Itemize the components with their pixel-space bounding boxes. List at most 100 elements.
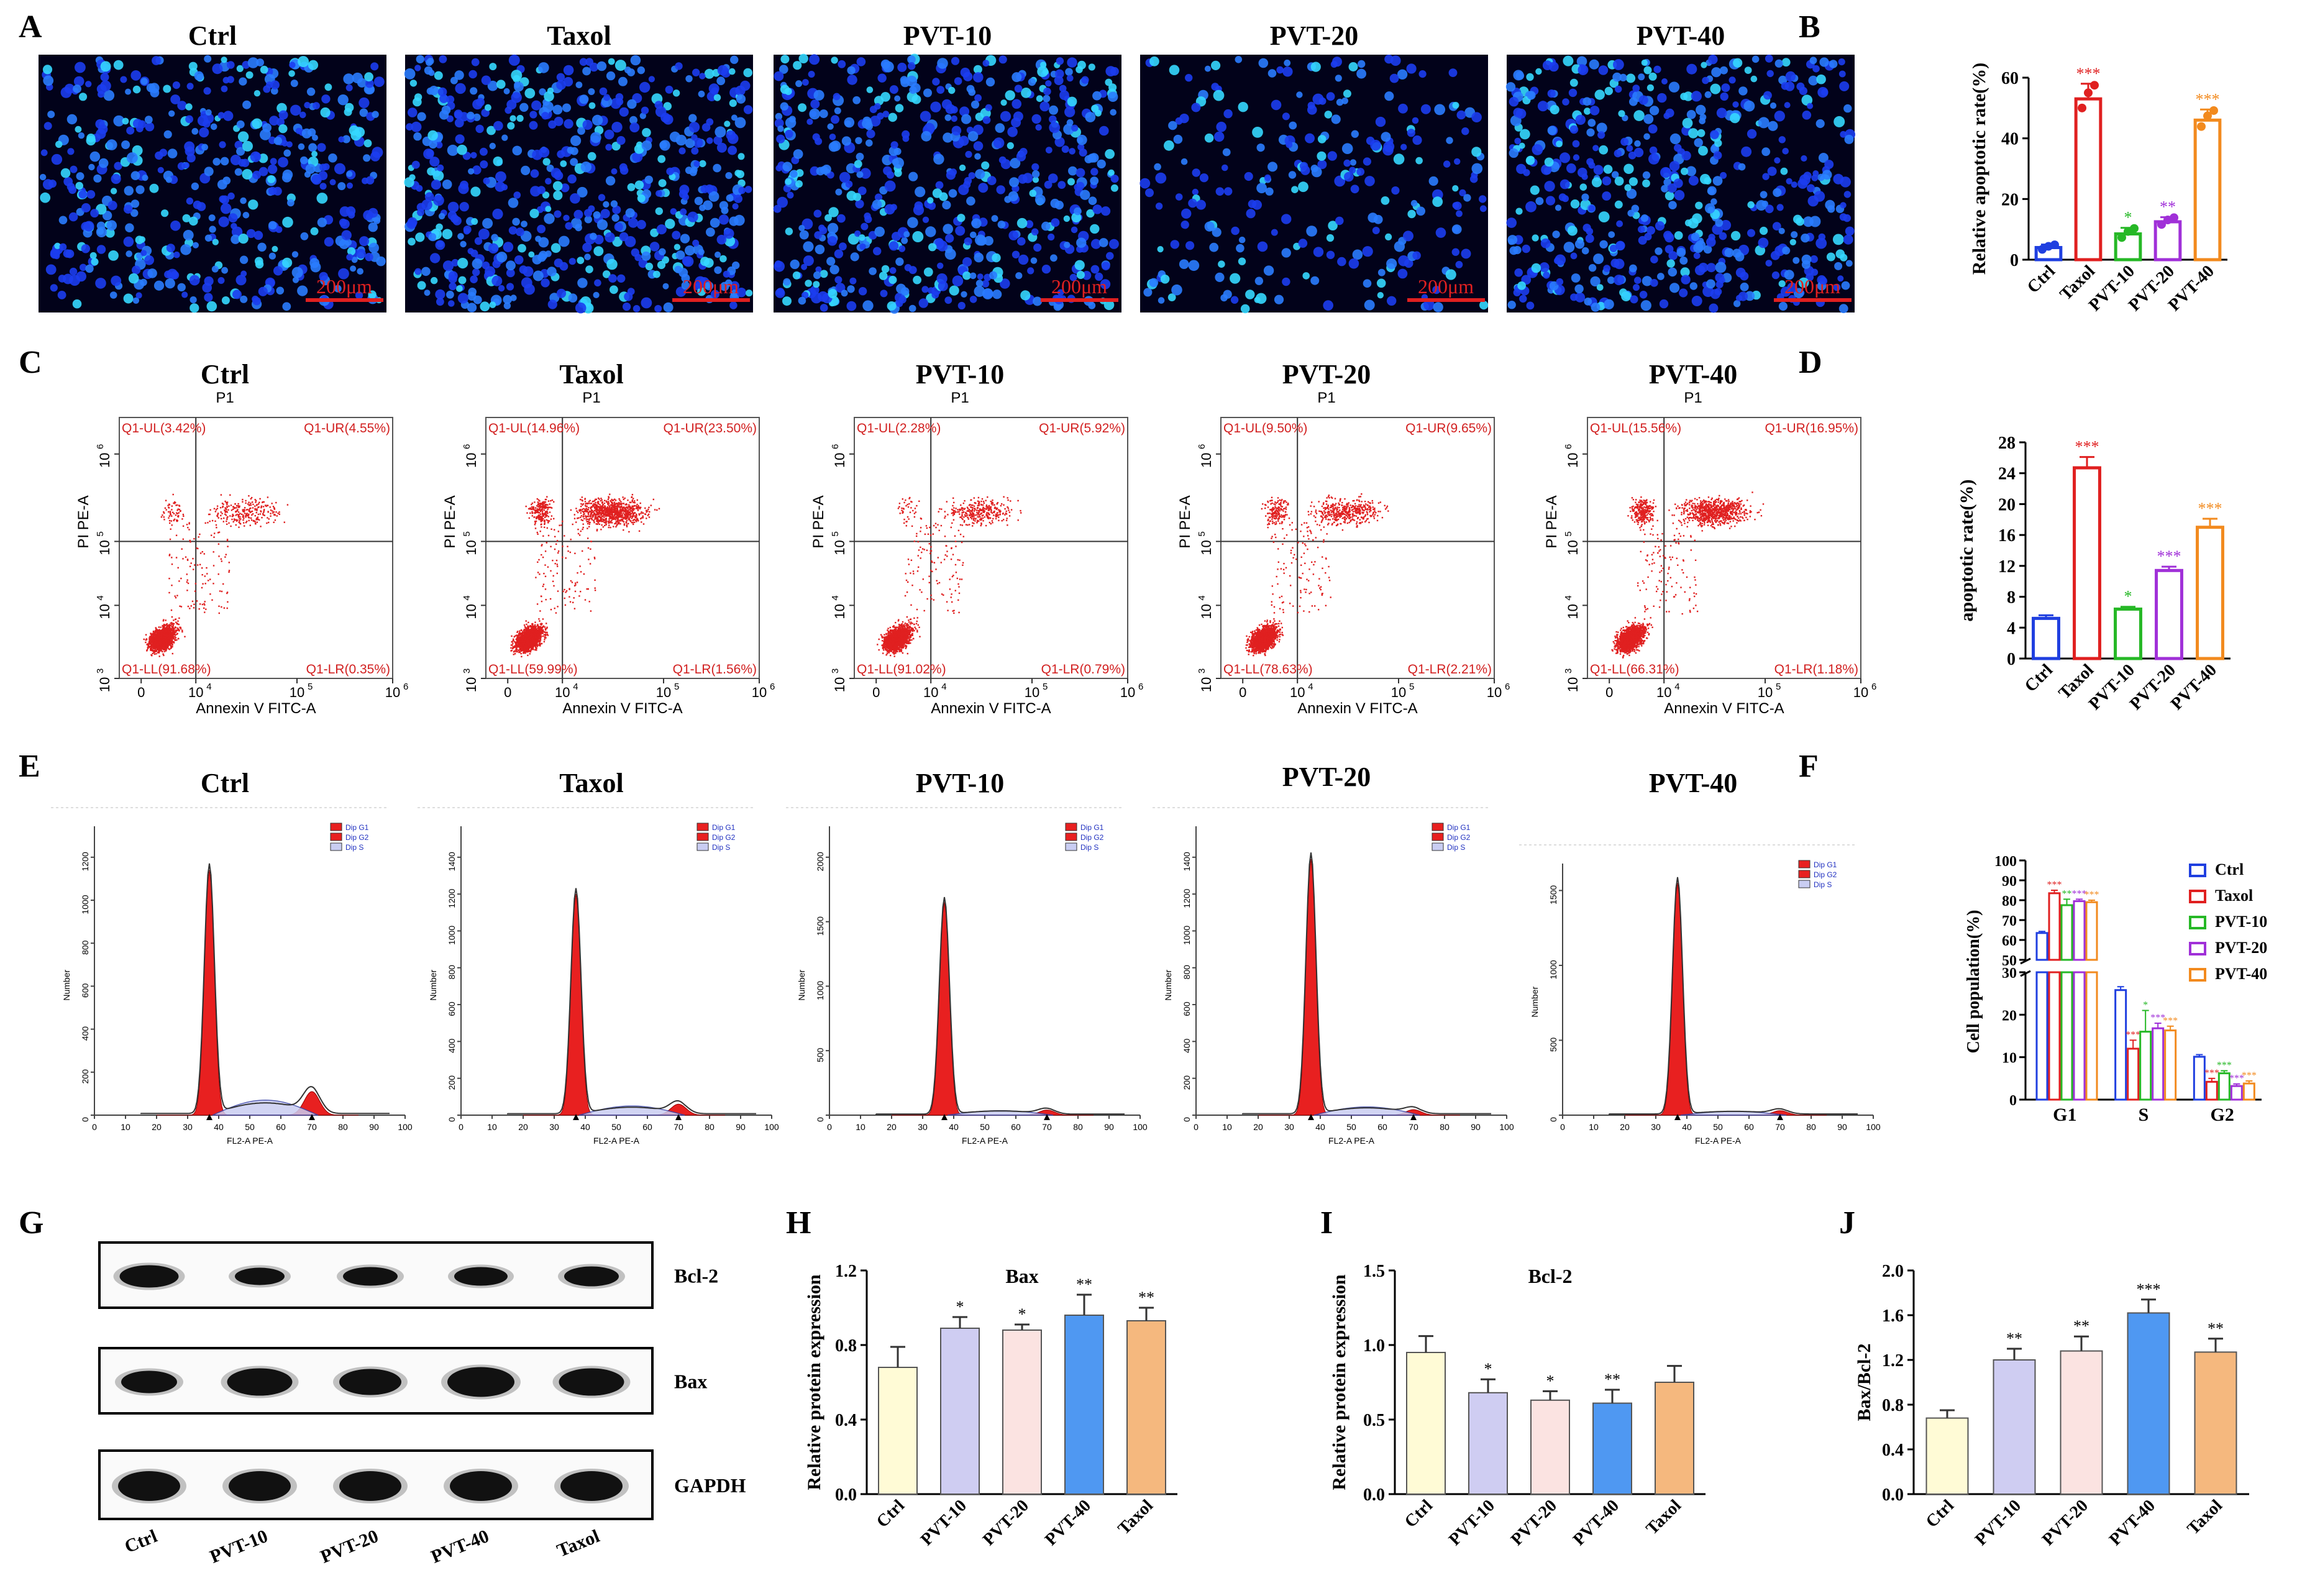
nucleus-mark [813, 209, 822, 218]
nucleus-mark [511, 92, 522, 103]
nucleus-mark [610, 285, 618, 294]
nucleus-mark [1747, 229, 1755, 237]
flow-dot [191, 600, 194, 603]
nucleus-mark [829, 265, 839, 275]
nucleus-mark [975, 112, 984, 121]
nucleus-mark [780, 55, 790, 64]
flow-dot [207, 522, 209, 524]
nucleus-mark [254, 257, 263, 266]
flow-dot [194, 564, 196, 566]
flow-dot [151, 647, 153, 649]
nucleus-mark [1526, 301, 1535, 310]
nucleus-mark [157, 166, 164, 173]
nucleus-mark [339, 206, 350, 217]
nucleus-mark [155, 151, 163, 160]
flow-dot [168, 643, 170, 645]
flow-dot [213, 508, 216, 509]
nucleus-mark [1054, 137, 1065, 147]
nucleus-mark [961, 291, 967, 298]
flow-dot [204, 575, 206, 577]
nucleus-mark [565, 222, 573, 230]
nucleus-mark [575, 81, 583, 89]
scale-bar-label: 200μm [1051, 275, 1107, 298]
flow-dot [217, 517, 219, 519]
nucleus-mark [337, 94, 349, 106]
nucleus-mark [1505, 82, 1516, 92]
flow-dot [163, 647, 165, 649]
nucleus-mark [948, 189, 957, 198]
micrograph-title: PVT-20 [1270, 21, 1359, 51]
nucleus-mark [775, 112, 783, 121]
nucleus-mark [721, 68, 731, 78]
nucleus-mark [857, 186, 867, 195]
nucleus-mark [1282, 277, 1290, 286]
nucleus-mark [191, 128, 199, 135]
flow-dot [180, 510, 181, 512]
nucleus-mark [874, 193, 883, 201]
nucleus-mark [435, 289, 445, 299]
nucleus-mark [39, 173, 47, 181]
nucleus-mark [532, 270, 544, 281]
flow-dot [165, 630, 167, 632]
nucleus-mark [90, 209, 99, 218]
nucleus-mark [1539, 262, 1550, 273]
flow-dot [214, 511, 217, 513]
nucleus-mark [1204, 221, 1215, 232]
nucleus-mark [1216, 121, 1226, 132]
flow-dot [249, 508, 251, 509]
flow-dot [252, 507, 254, 509]
nucleus-mark [1660, 166, 1671, 178]
flow-dot [171, 652, 173, 655]
nucleus-mark [605, 232, 615, 243]
flow-dot [171, 557, 173, 559]
nucleus-mark [376, 256, 386, 267]
nucleus-mark [1185, 74, 1193, 82]
nucleus-mark [126, 126, 135, 135]
nucleus-mark [124, 186, 134, 196]
nucleus-mark [1574, 284, 1584, 294]
nucleus-mark [1614, 275, 1625, 286]
nucleus-mark [689, 168, 697, 176]
nucleus-mark [337, 182, 346, 191]
flow-dot [203, 603, 205, 605]
nucleus-mark [1324, 111, 1333, 119]
nucleus-mark [941, 99, 952, 109]
nucleus-mark [785, 129, 793, 139]
nucleus-mark [1735, 294, 1743, 301]
nucleus-mark [1240, 304, 1250, 314]
nucleus-mark [1103, 299, 1115, 311]
nucleus-mark [145, 122, 155, 132]
nucleus-mark [1629, 264, 1637, 273]
nucleus-mark [1588, 264, 1597, 272]
flow-dot [158, 649, 160, 650]
nucleus-mark [1302, 272, 1310, 280]
nucleus-mark [645, 262, 654, 271]
nucleus-mark [855, 199, 864, 209]
nucleus-mark [501, 134, 508, 141]
nucleus-mark [1048, 173, 1058, 183]
scale-bar-label: 200μm [683, 275, 739, 298]
flow-dot [229, 494, 231, 496]
nucleus-mark [1059, 90, 1069, 101]
nucleus-mark [1296, 91, 1303, 98]
nucleus-mark [1230, 273, 1241, 284]
nucleus-mark [610, 200, 618, 207]
nucleus-mark [1525, 201, 1537, 212]
nucleus-mark [1036, 95, 1043, 103]
nucleus-mark [124, 204, 133, 214]
nucleus-mark [1179, 113, 1189, 124]
nucleus-mark [1834, 262, 1843, 270]
nucleus-mark [959, 135, 969, 146]
nucleus-mark [577, 278, 588, 288]
flow-dot [270, 513, 272, 514]
nucleus-mark [1000, 99, 1007, 106]
nucleus-mark [1471, 163, 1483, 175]
nucleus-mark [1479, 195, 1487, 203]
nucleus-mark [803, 255, 814, 267]
nucleus-mark [98, 158, 109, 168]
nucleus-mark [1543, 271, 1550, 279]
nucleus-mark [792, 271, 801, 280]
flow-dot [155, 636, 157, 638]
nucleus-mark [1719, 277, 1725, 284]
nucleus-mark [1071, 124, 1079, 132]
